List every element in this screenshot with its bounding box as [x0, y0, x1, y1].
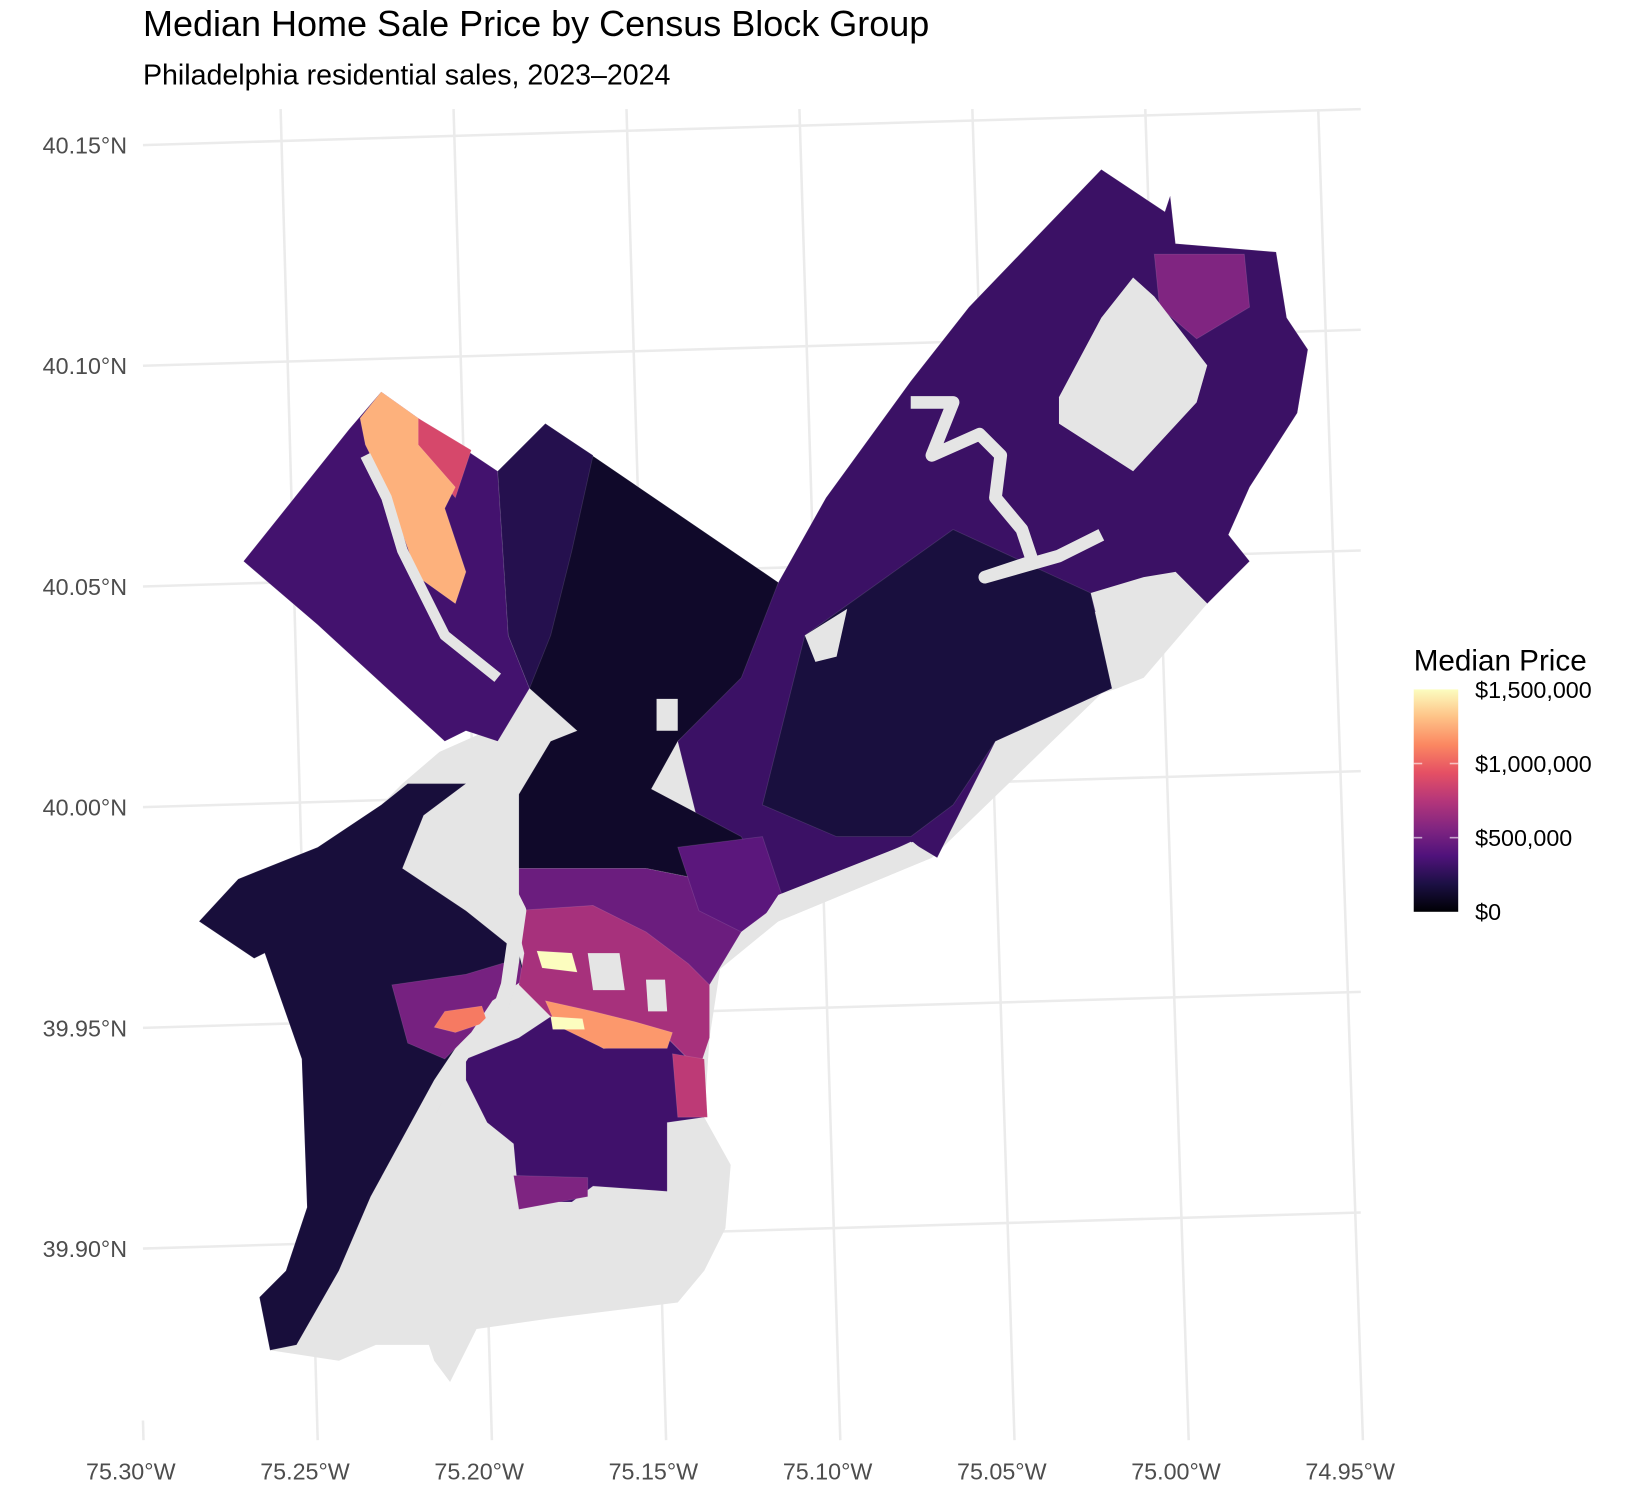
no-data-area [645, 979, 668, 1012]
x-axis-ticks: 75.30°W 75.25°W 75.20°W 75.15°W 75.10°W 75.05… [86, 1458, 1395, 1484]
no-data-area [1090, 571, 1208, 689]
legend: Median Price $1,500,000 $1,000,000 $500,00… [1413, 644, 1592, 925]
no-data-area [753, 841, 932, 932]
chart-subtitle: Philadelphia residential sales, 2023–202… [143, 60, 671, 92]
y-tick-label: 39.90°N [43, 1236, 127, 1262]
block-group-fishtown [677, 836, 785, 933]
chart-title: Median Home Sale Price by Census Block G… [143, 3, 929, 44]
no-data-area [587, 953, 625, 991]
x-tick-label: 75.10°W [783, 1458, 873, 1484]
legend-title: Median Price [1414, 644, 1587, 677]
legend-label: $1,000,000 [1475, 751, 1592, 777]
block-group-west-hot [433, 1005, 488, 1033]
lat-gridline [142, 107, 1361, 147]
y-tick-label: 40.10°N [43, 353, 127, 379]
block-group-society-hill [550, 1016, 586, 1030]
lon-gridline [1316, 109, 1365, 1441]
block-group-queen-village [671, 1053, 708, 1118]
legend-label: $500,000 [1475, 825, 1572, 851]
x-tick-label: 75.00°W [1131, 1458, 1221, 1484]
x-tick-label: 75.30°W [86, 1458, 176, 1484]
legend-label: $0 [1475, 899, 1501, 925]
y-tick-label: 39.95°N [43, 1015, 127, 1041]
y-tick-label: 40.00°N [43, 795, 127, 821]
census-block-groups [198, 168, 1309, 1382]
no-data-area [1058, 277, 1208, 472]
waterway-no-data [416, 740, 527, 1126]
y-tick-label: 40.15°N [43, 133, 127, 159]
block-group-germantown [497, 423, 594, 690]
x-tick-label: 75.05°W [957, 1458, 1047, 1484]
block-group-university-city [391, 957, 525, 1060]
block-group-logan-square [536, 950, 578, 973]
legend-label: $1,500,000 [1475, 677, 1592, 703]
y-axis-ticks: 40.15°N 40.10°N 40.05°N 40.00°N 39.95°N 39.90… [43, 133, 127, 1262]
x-tick-label: 75.20°W [434, 1458, 524, 1484]
y-tick-label: 40.05°N [43, 574, 127, 600]
legend-colorbar [1413, 689, 1459, 912]
no-data-area [656, 698, 678, 731]
waterway-no-data [360, 453, 502, 682]
x-tick-label: 74.95°W [1305, 1458, 1395, 1484]
x-tick-label: 75.25°W [260, 1458, 350, 1484]
no-data-area [804, 608, 848, 662]
lon-gridline [141, 1420, 145, 1441]
block-group-south-bottom [513, 1175, 589, 1210]
waterway-no-data [910, 396, 1105, 584]
x-tick-label: 75.15°W [609, 1458, 699, 1484]
block-group-somerton [1153, 253, 1251, 340]
